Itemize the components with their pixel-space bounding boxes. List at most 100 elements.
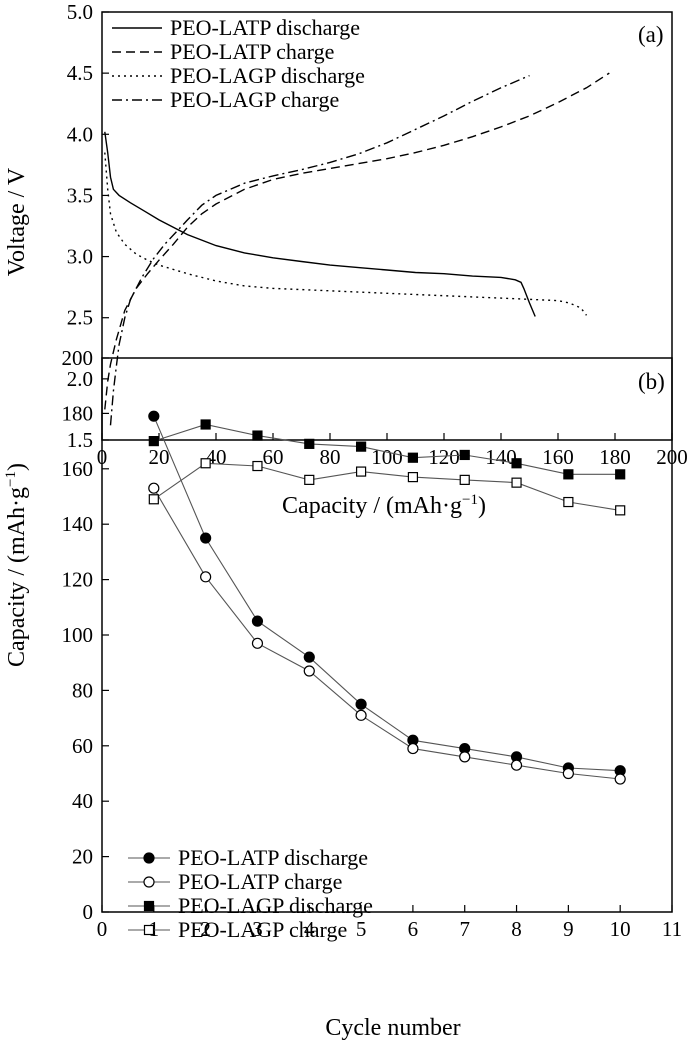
panel-b-data-point xyxy=(562,767,574,780)
panel-b-legend-marker xyxy=(143,876,155,888)
panel-b-data-point xyxy=(200,532,212,544)
panel-b-data-point xyxy=(563,469,574,480)
panel-a-axis-ticks: 0 20 40 60 80 100 120 140 160 180 2001.52.02.53.03… xyxy=(67,0,688,469)
panel-b-series xyxy=(148,410,626,785)
panel-b-data-point xyxy=(303,651,315,663)
panel-a-ytick-label: 1.5 xyxy=(67,428,93,452)
panel-b-data-point xyxy=(511,458,522,469)
panel-b-legend-label: PEO-LAGP charge xyxy=(178,917,347,942)
panel-a-ytick-label: 5.0 xyxy=(67,0,93,24)
panel-b-data-point xyxy=(251,637,264,649)
panel-b-label: (b) xyxy=(638,369,665,394)
panel-a-ylabel: Voltage / V xyxy=(4,167,30,276)
panel-a-ytick-label: 4.0 xyxy=(67,122,93,146)
panel-b-ytick-label: 0 xyxy=(83,900,94,924)
panel-b-ytick-label: 120 xyxy=(62,568,94,592)
panel-a-ytick-label: 2.5 xyxy=(67,306,93,330)
panel-b-data-point xyxy=(459,751,471,763)
panel-b-data-point xyxy=(510,759,523,771)
panel-a-xtick-label: 40 xyxy=(206,445,227,469)
panel-b-xtick-label: 8 xyxy=(511,917,522,941)
panel-b-data-point xyxy=(407,472,419,483)
panel-a-xtick-label: 60 xyxy=(263,445,284,469)
panel-b-plot-frame xyxy=(101,357,673,913)
panel-b-data-point xyxy=(355,709,367,721)
panel-b-data-point xyxy=(200,571,212,583)
panel-b-ytick-label: 20 xyxy=(72,845,93,869)
panel-b-ytick-label: 160 xyxy=(62,457,94,481)
panel-b-xtick-label: 11 xyxy=(662,917,682,941)
panel-a-legend-label: PEO-LATP discharge xyxy=(170,15,360,40)
panel-b-xtick-label: 5 xyxy=(356,917,367,941)
panel-b-data-point xyxy=(148,482,160,494)
panel-a-plot-frame xyxy=(101,11,673,441)
panel-b-data-point xyxy=(355,441,367,452)
panel-b-ytick-label: 140 xyxy=(62,512,94,536)
panel-a-ytick-label: 4.5 xyxy=(67,61,93,85)
panel-b-data-point xyxy=(615,505,626,516)
panel-b-ytick-label: 80 xyxy=(72,678,93,702)
panel-b-data-point xyxy=(148,436,159,447)
panel-b-xlabel: Cycle number xyxy=(325,1015,460,1041)
panel-b-xtick-label: 10 xyxy=(610,917,631,941)
panel-a: 0 20 40 60 80 100 120 140 160 180 2001.52.02.53.03… xyxy=(4,0,688,519)
panel-b-ytick-label: 100 xyxy=(62,623,94,647)
panel-b-data-point xyxy=(511,477,522,488)
panel-a-series-line-1 xyxy=(104,131,536,317)
panel-b-data-point xyxy=(355,698,367,710)
panel-b-data-point xyxy=(200,458,211,469)
panel-a-series-line-3 xyxy=(104,152,588,316)
panel-b-data-point xyxy=(615,469,626,480)
panel-b-data-point xyxy=(614,773,626,785)
panel-b-series-line-4 xyxy=(153,462,621,511)
panel-b-data-point xyxy=(251,615,264,627)
panel-b-series-line-3 xyxy=(153,423,621,475)
panel-b-legend-marker xyxy=(143,924,155,936)
panel-b-legend-marker xyxy=(143,852,155,864)
panel-b-data-point xyxy=(563,496,574,508)
panel-b-ytick-label: 60 xyxy=(72,734,93,758)
panel-b-xtick-label: 6 xyxy=(408,917,419,941)
panel-b-data-point xyxy=(148,410,160,422)
panel-a-legend-label: PEO-LATP charge xyxy=(170,39,334,64)
panel-b-data-point xyxy=(200,419,211,430)
panel-b-legend-label: PEO-LATP charge xyxy=(178,869,342,894)
panel-a-xlabel: Capacity / (mAh·g−1) xyxy=(282,492,486,519)
panel-a-series-line-2 xyxy=(104,72,610,410)
panel-b-data-point xyxy=(148,494,159,505)
panel-a-xtick-label: 160 xyxy=(542,445,574,469)
panel-b-data-point xyxy=(355,466,367,477)
panel-b-data-point xyxy=(407,742,419,755)
panel-b-legend-marker xyxy=(143,900,155,912)
panel-a-xtick-label: 180 xyxy=(599,445,631,469)
panel-a-xtick-label: 80 xyxy=(320,445,341,469)
panel-b-data-point xyxy=(459,449,470,461)
panel-b-xtick-label: 2 xyxy=(200,917,211,941)
panel-b-xtick-label: 3 xyxy=(252,917,263,941)
panel-b-data-point xyxy=(407,452,419,463)
panel-b-data-point xyxy=(459,474,470,485)
panel-a-ytick-label: 3.5 xyxy=(67,183,93,207)
panel-b-data-point xyxy=(304,474,315,485)
panel-b-data-point xyxy=(303,665,315,677)
panel-b-data-point xyxy=(252,460,263,472)
panel-b-xtick-label: 4 xyxy=(304,917,315,941)
panel-b-ylabel: Capacity / (mAh·g−1) xyxy=(3,463,30,667)
panel-b-data-point xyxy=(304,438,315,449)
panel-b-legend-label: PEO-LAGP discharge xyxy=(178,893,373,918)
panel-b-ytick-label: 180 xyxy=(62,401,94,425)
panel-b-ytick-label: 40 xyxy=(72,789,93,813)
panel-a-legend-label: PEO-LAGP charge xyxy=(170,87,339,112)
panel-b: 0123456789101102040608010012014016018020… xyxy=(3,346,682,1041)
panel-b-data-point xyxy=(252,430,263,441)
panel-a-ytick-label: 2.0 xyxy=(67,367,93,391)
panel-a-xtick-label: 100 xyxy=(371,445,403,469)
panel-a-label: (a) xyxy=(638,22,664,47)
panel-b-xtick-label: 7 xyxy=(459,917,470,941)
panel-b-series-line-2 xyxy=(153,487,621,780)
panel-b-series-line-1 xyxy=(153,415,621,772)
panel-b-ytick-label: 200 xyxy=(62,346,94,370)
